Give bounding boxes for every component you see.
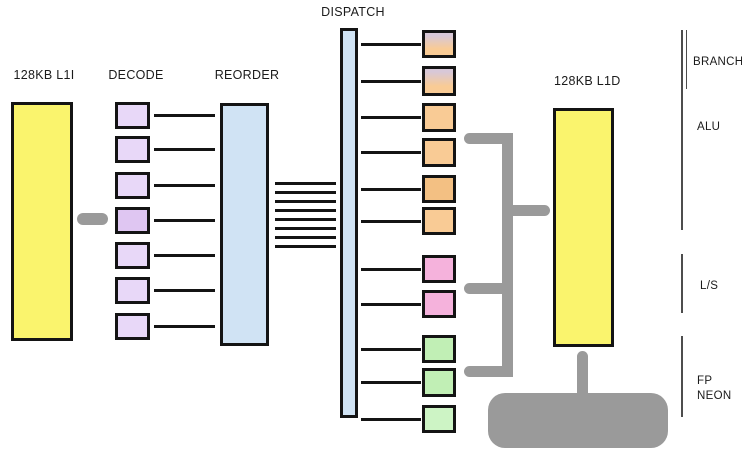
ls-section-label: L/S bbox=[700, 280, 719, 292]
decode-reorder-line bbox=[154, 219, 215, 222]
l1d-cache-block bbox=[553, 108, 614, 347]
decode-unit bbox=[115, 207, 150, 234]
decode-reorder-line bbox=[154, 184, 215, 187]
reorder-label: REORDER bbox=[214, 68, 280, 82]
dispatch-lane-line bbox=[275, 209, 336, 212]
section-line-ls bbox=[681, 254, 683, 313]
dispatch-exec-line bbox=[361, 268, 421, 271]
dispatch-exec-line bbox=[361, 220, 421, 223]
decode-unit bbox=[115, 172, 150, 199]
load-store-unit bbox=[422, 255, 456, 283]
load-store-unit bbox=[422, 290, 456, 318]
dispatch-exec-line bbox=[361, 188, 421, 191]
dispatch-exec-line bbox=[361, 151, 421, 154]
bus-stub-ls bbox=[464, 283, 508, 294]
dispatch-exec-line bbox=[361, 116, 421, 119]
decode-label: DECODE bbox=[108, 68, 164, 82]
section-line-branch bbox=[685, 30, 687, 89]
dispatch-lane-line bbox=[275, 191, 336, 194]
decode-reorder-line bbox=[154, 114, 215, 117]
dispatch-bar bbox=[340, 28, 358, 418]
alu-unit bbox=[422, 207, 456, 235]
decode-reorder-line bbox=[154, 325, 215, 328]
bus-stub-alu bbox=[464, 133, 508, 144]
decode-unit bbox=[115, 242, 150, 269]
decode-unit bbox=[115, 136, 150, 163]
loadstore-bus-spine bbox=[502, 133, 513, 377]
l1i-decode-connector bbox=[77, 213, 108, 225]
dispatch-lane-line bbox=[275, 245, 336, 248]
section-line-fp bbox=[681, 336, 683, 417]
alu-unit bbox=[422, 103, 456, 132]
branch-unit bbox=[422, 30, 456, 58]
dispatch-lane-line bbox=[275, 227, 336, 230]
alu-section-label: ALU bbox=[697, 121, 721, 133]
dispatch-lane-line bbox=[275, 200, 336, 203]
decode-reorder-line bbox=[154, 289, 215, 292]
l1i-cache-label: 128KB L1I bbox=[13, 68, 75, 82]
dispatch-exec-line bbox=[361, 381, 421, 384]
dispatch-exec-line bbox=[361, 418, 421, 421]
decode-reorder-line bbox=[154, 148, 215, 151]
dispatch-lane-line bbox=[275, 182, 336, 185]
alu-unit bbox=[422, 138, 456, 167]
l2-cache-block: 8MB L2 bbox=[488, 393, 668, 448]
decode-unit bbox=[115, 102, 150, 129]
fp-neon-unit bbox=[422, 335, 456, 363]
reorder-buffer-block bbox=[220, 103, 269, 346]
dispatch-exec-line bbox=[361, 348, 421, 351]
l1i-cache-block bbox=[11, 102, 73, 341]
l1d-l2-connector bbox=[577, 351, 588, 401]
bus-stub-l1d bbox=[507, 205, 550, 216]
decode-unit bbox=[115, 277, 150, 304]
dispatch-label: DISPATCH bbox=[321, 5, 385, 19]
l1d-cache-label: 128KB L1D bbox=[554, 74, 621, 88]
dispatch-lane-line bbox=[275, 236, 336, 239]
alu-unit bbox=[422, 175, 456, 203]
bus-stub-fp bbox=[464, 366, 513, 377]
dispatch-exec-line bbox=[361, 43, 421, 46]
fp-neon-section-label: FP NEON bbox=[697, 375, 732, 402]
dispatch-exec-line bbox=[361, 80, 421, 83]
decode-unit bbox=[115, 313, 150, 340]
dispatch-exec-line bbox=[361, 303, 421, 306]
section-line-alu bbox=[681, 30, 683, 230]
dispatch-lane-line bbox=[275, 218, 336, 221]
fp-neon-unit bbox=[422, 368, 456, 397]
fp-neon-unit bbox=[422, 405, 456, 433]
branch-section-label: BRANCH bbox=[693, 56, 742, 68]
decode-reorder-line bbox=[154, 254, 215, 257]
branch-unit bbox=[422, 66, 456, 96]
